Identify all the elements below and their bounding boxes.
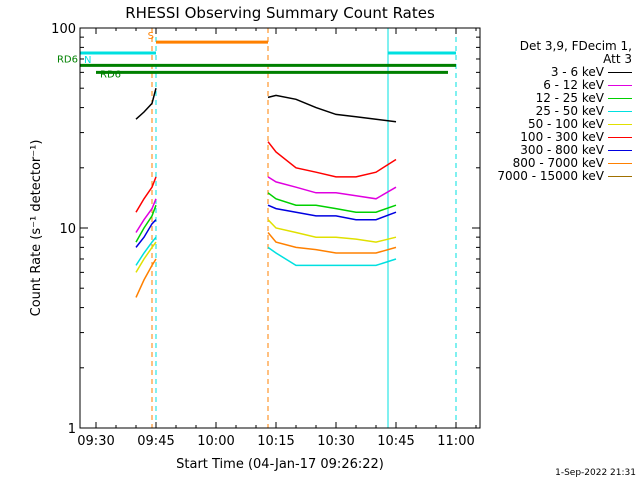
axes: 09:30 09:45 10:00 10:15 10:30 10:45 11:00 1 10 10… [51, 22, 480, 449]
status-bar-label: N [84, 55, 91, 66]
series-line [135, 88, 157, 120]
series-line [135, 204, 157, 243]
legend-swatch [608, 124, 632, 125]
series-line [267, 94, 397, 123]
series-line [135, 236, 157, 266]
legend-swatch [608, 163, 632, 164]
y-axis-label: Count Rate (s⁻¹ detector⁻¹) [29, 140, 44, 317]
legend-swatch [608, 137, 632, 138]
series-line [267, 204, 397, 221]
legend-swatch [608, 72, 632, 73]
series-line [135, 241, 157, 273]
legend-entry: 3 - 6 keV [480, 66, 632, 79]
series-line [267, 246, 397, 267]
legend-entry: 6 - 12 keV [480, 79, 632, 92]
x-tick-label: 10:15 [257, 434, 294, 449]
legend-header-line-1: Det 3,9, FDecim 1, [519, 39, 632, 53]
legend-header-line-2: Att 3 [603, 52, 632, 66]
x-axis-label: Start Time (04-Jan-17 09:26:22) [176, 457, 384, 472]
series-line [135, 176, 157, 213]
x-tick-label: 10:30 [317, 434, 354, 449]
legend-entry: 12 - 25 keV [480, 92, 632, 105]
legend: Det 3,9, FDecim 1, Att 3 3 - 6 keV 6 - 12… [480, 40, 632, 183]
plot-frame [79, 27, 481, 429]
legend-entry-label: 800 - 7000 keV [512, 156, 604, 170]
legend-swatch [608, 98, 632, 99]
timestamp-footer: 1-Sep-2022 21:31 [555, 468, 636, 478]
y-tick-label: 1 [68, 422, 76, 437]
chart-title: RHESSI Observing Summary Count Rates [125, 4, 435, 22]
legend-entry-label: 100 - 300 keV [520, 130, 604, 144]
x-tick-label: 10:00 [197, 434, 234, 449]
series-line [267, 176, 397, 200]
series-line [267, 232, 397, 254]
y-tick-label: 10 [59, 222, 76, 237]
x-tick-label: 09:45 [137, 434, 174, 449]
legend-entry: 300 - 800 keV [480, 144, 632, 157]
status-bars: S N RD6 RD6 [57, 31, 456, 80]
series-line [267, 219, 397, 243]
series-lines [135, 88, 397, 298]
legend-entry: 7000 - 15000 keV [480, 170, 632, 183]
legend-entry-label: 12 - 25 keV [535, 91, 604, 105]
y-tick-label: 100 [51, 22, 76, 37]
legend-entry-label: 7000 - 15000 keV [497, 169, 604, 183]
series-line [135, 258, 157, 298]
legend-entry-label: 3 - 6 keV [550, 65, 604, 79]
x-tick-label: 09:30 [77, 434, 114, 449]
x-tick-label: 10:45 [377, 434, 414, 449]
legend-swatch [608, 111, 632, 112]
legend-entry: 50 - 100 keV [480, 118, 632, 131]
series-line [267, 141, 397, 178]
legend-entry-label: 6 - 12 keV [543, 78, 604, 92]
legend-entry-label: 25 - 50 keV [535, 104, 604, 118]
legend-entry-label: 300 - 800 keV [520, 143, 604, 157]
x-tick-label: 11:00 [437, 434, 474, 449]
status-bar-label: RD6 [57, 54, 78, 65]
status-bar-label: RD6 [100, 69, 121, 80]
legend-entry: 25 - 50 keV [480, 105, 632, 118]
legend-swatch [608, 85, 632, 86]
legend-entry: 100 - 300 keV [480, 131, 632, 144]
series-line [135, 198, 157, 233]
series-line [267, 192, 397, 213]
legend-swatch [608, 150, 632, 151]
legend-entry-label: 50 - 100 keV [527, 117, 604, 131]
time-markers [79, 28, 457, 428]
legend-entry: 800 - 7000 keV [480, 157, 632, 170]
series-line [135, 219, 157, 248]
status-bar-label: S [148, 31, 154, 42]
legend-swatch [608, 176, 632, 177]
